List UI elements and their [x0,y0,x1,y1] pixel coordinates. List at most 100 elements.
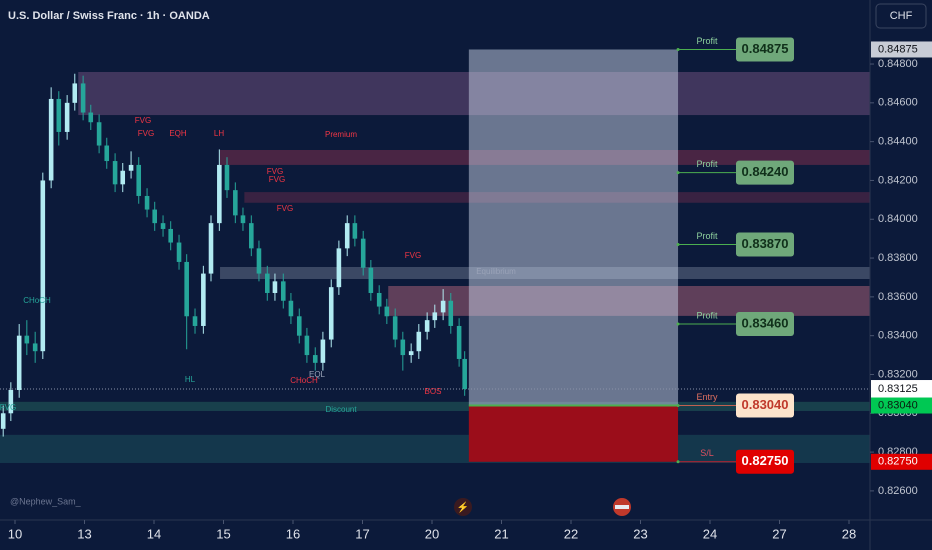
annotation: CHoCH [290,376,318,385]
target-name: Profit [696,159,718,169]
target-value: 0.84875 [742,41,789,56]
candle-body [344,223,350,249]
candle-body [112,161,118,185]
target-name: S/L [700,448,714,458]
candle-body [40,180,46,352]
candle-body [56,98,62,132]
y-tick-label: 0.83200 [878,368,918,380]
candle-body [128,164,134,171]
x-tick-label: 15 [216,526,230,541]
target-badge [736,160,794,185]
candle-body [24,335,30,344]
x-tick-label: 13 [77,526,91,541]
x-tick-label: 24 [703,526,717,541]
target-badge [736,37,794,62]
candle-body [256,248,262,274]
target-name: Profit [696,310,718,320]
annotation: FVG [267,167,283,176]
y-tick-label: 0.82600 [878,485,918,497]
candle-body [184,261,189,317]
annotation: Discount [325,405,357,414]
y-tick-label: 0.83800 [878,252,918,264]
x-tick-label: 21 [494,526,508,541]
candle-body [72,83,78,103]
candle-body [0,413,6,429]
price-badge [871,397,932,414]
candle-body [384,306,390,317]
plot-area [0,49,871,463]
candle-body [80,83,86,113]
y-tick-label: 0.84400 [878,136,918,148]
target-value: 0.83870 [742,236,789,251]
candle-body [208,223,214,274]
annotation: BOS [425,387,442,396]
annotation: FVG [405,251,421,260]
target-name: Profit [696,36,718,46]
candle-body [336,248,342,288]
target-dot [676,460,680,464]
candle-body [288,300,294,317]
annotation: FVG [277,204,293,213]
target-dot [676,242,680,246]
candle-body [88,112,94,123]
x-tick-label: 17 [355,526,369,541]
chart-title: U.S. Dollar / Swiss Franc · 1h · OANDA [8,10,210,22]
target-name: Entry [696,392,718,402]
candle-body [448,300,454,326]
annotation: Equilibrium [476,267,516,276]
candle-body [152,209,158,224]
candle-body [120,170,126,185]
candle-body [416,331,422,352]
candle-body [424,320,430,332]
target-value: 0.82750 [742,453,789,468]
candle-body [8,390,14,414]
target-badge [736,449,794,474]
target-badge [736,312,794,337]
candle-body [16,335,22,390]
candle-body [376,292,382,307]
y-tick-label: 0.84600 [878,97,918,109]
candle-body [280,281,286,301]
candle-body [104,145,110,162]
currency-button[interactable] [875,3,927,29]
x-tick-label: 14 [147,526,161,541]
flag-stripe [615,505,629,509]
candle-body [168,228,173,243]
target-dot [676,171,680,175]
candle-body [456,325,462,359]
stop-zone [468,405,679,462]
target-value: 0.83040 [742,397,789,412]
candle-body [136,164,142,196]
annotation: FVG [138,129,154,138]
candle-body [272,281,278,293]
event-icon-glyph: ⚡ [457,501,469,514]
candle-body [176,242,182,262]
candle-body [352,223,358,239]
event-icon[interactable] [454,498,472,516]
candle-body [224,164,230,191]
candle-body [201,273,206,326]
candle-body [304,335,310,356]
price-badge-label: 0.82750 [878,456,918,468]
candle-body [192,316,198,326]
annotation: FVG [269,175,285,184]
annotation: CHoCH [23,296,51,305]
zone [0,434,870,463]
x-tick-label: 23 [633,526,647,541]
y-tick-label: 0.84000 [878,213,918,225]
candle-body [296,316,302,336]
annotation: Premium [325,130,357,139]
candle-body [360,238,366,268]
x-tick-label: 16 [286,526,300,541]
candle-body [368,267,374,293]
candle-body [160,223,166,229]
candle-body [408,351,414,356]
x-tick-label: 10 [8,526,22,541]
x-tick-label: 22 [564,526,578,541]
candle-body [392,316,398,340]
x-tick-label: 27 [772,526,786,541]
zone [0,401,870,411]
watermark: @Nephew_Sam_ [10,496,82,506]
target-name: Profit [696,231,718,241]
annotation: LH [214,129,224,138]
